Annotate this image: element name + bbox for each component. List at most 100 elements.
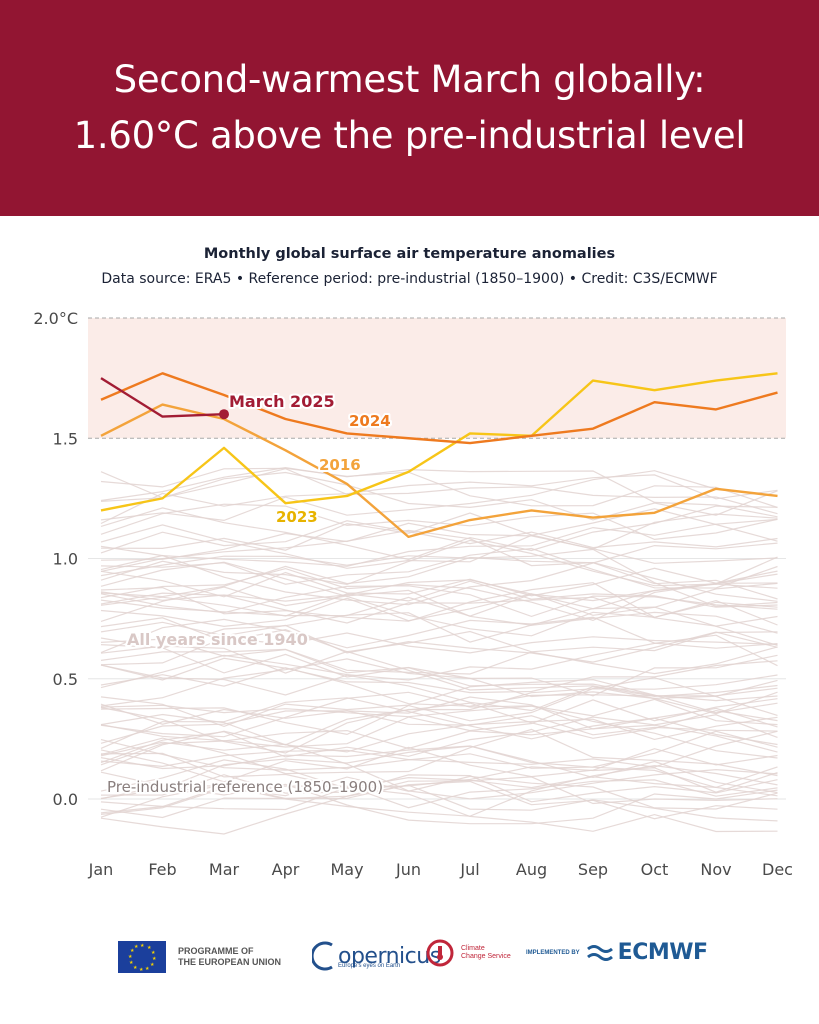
background-year-line (100, 632, 778, 666)
march-2025-point (219, 409, 229, 420)
background-year-line (100, 745, 778, 799)
label-2023: 2023 (276, 508, 318, 526)
background-year-line (100, 468, 778, 515)
background-year-line (100, 730, 778, 771)
x-tick-label: May (330, 860, 363, 879)
eu-logo: ★ ★ ★ ★ ★ ★ ★ ★ ★ ★ ★ ★ PROGRAMME OF THE EUROPEA… (118, 941, 281, 973)
background-year-line (100, 508, 778, 569)
background-year-line (100, 617, 778, 653)
copernicus-c-icon (312, 941, 333, 971)
ecmwf-wave-icon (586, 944, 613, 961)
x-tick-label: Jan (88, 860, 114, 879)
label-all-years: All years since 1940 (127, 630, 308, 649)
eu-flag-icon: ★ ★ ★ ★ ★ ★ ★ ★ ★ ★ ★ ★ (118, 941, 166, 973)
background-year-line (100, 586, 778, 634)
background-year-line (100, 582, 778, 628)
x-tick-label: Jul (459, 860, 479, 879)
background-year-line (100, 764, 778, 817)
x-tick-label: Nov (700, 860, 731, 879)
threshold-band (88, 318, 786, 439)
x-tick-label: Mar (209, 860, 240, 879)
background-year-line (100, 471, 778, 521)
background-year-line (100, 644, 778, 702)
logo-bar: ★ ★ ★ ★ ★ ★ ★ ★ ★ ★ ★ ★ PROGRAMME OF THE EUROPEA… (0, 930, 819, 990)
background-year-line (100, 664, 778, 715)
x-tick-label: Sep (578, 860, 608, 879)
background-year-line (100, 529, 778, 602)
temperature-anomaly-chart: 2.0°C 1.5 1.0 0.5 0.0 Jan Feb Mar Apr May Jun Jul Au… (33, 309, 793, 879)
series-line-2023 (100, 372, 778, 512)
background-year-line (100, 539, 778, 587)
background-year-line (100, 775, 778, 815)
background-year-line (100, 466, 778, 518)
background-year-line (100, 512, 778, 551)
ecmwf-wordmark: ECMWF (617, 940, 708, 965)
headline-line-2: 1.60°C above the pre-industrial level (73, 114, 746, 157)
background-year-line (100, 592, 778, 627)
y-tick-label: 0.0 (53, 790, 78, 809)
series-line-2016 (100, 403, 778, 539)
background-year-line (100, 759, 778, 793)
label-2016: 2016 (319, 456, 361, 474)
background-year-line (100, 710, 778, 744)
y-tick-label: 1.5 (53, 429, 78, 448)
chart-subtitle: Data source: ERA5 • Reference period: pr… (101, 271, 718, 287)
c3s-logo: Climate Change Service (425, 938, 511, 968)
background-year-line (100, 548, 778, 608)
x-tick-label: Dec (762, 860, 793, 879)
background-year-line (100, 518, 778, 567)
background-year-line (100, 752, 778, 797)
background-year-line (100, 776, 778, 819)
background-year-line (100, 467, 778, 509)
background-year-line (100, 567, 778, 598)
background-year-line (100, 645, 778, 698)
label-march-2025: March 2025 (229, 392, 335, 411)
implemented-by-text: IMPLEMENTED BY (526, 949, 580, 956)
background-year-line (100, 784, 778, 835)
background-year-line (100, 580, 778, 617)
background-year-line (100, 677, 778, 736)
ecmwf-logo: IMPLEMENTED BY ECMWF (526, 940, 708, 965)
background-year-line (100, 728, 778, 777)
label-pre-industrial-reference: Pre-industrial reference (1850–1900) (107, 778, 383, 796)
c3s-thermometer-icon (426, 939, 454, 967)
x-tick-label: Feb (148, 860, 176, 879)
x-tick-label: Apr (272, 860, 300, 879)
eu-programme-text: PROGRAMME OF THE EUROPEAN UNION (178, 946, 282, 967)
series-line-2024 (100, 372, 778, 445)
background-year-line (100, 741, 778, 800)
background-year-line (100, 730, 778, 768)
background-year-line (100, 520, 778, 554)
background-year-line (100, 547, 778, 589)
y-tick-label: 0.5 (53, 670, 78, 689)
background-year-line (100, 716, 778, 772)
background-year-line (100, 658, 778, 707)
chart-title: Monthly global surface air temperature a… (203, 246, 616, 262)
background-year-line (100, 724, 778, 766)
background-year-line (100, 542, 778, 606)
background-year-line (100, 779, 778, 814)
background-year-line (100, 691, 778, 738)
headline-line-1: Second-warmest March globally: (113, 58, 706, 101)
background-year-line (100, 556, 778, 600)
x-tick-label: Jun (395, 860, 421, 879)
background-year-line (100, 646, 778, 675)
y-tick-label: 1.0 (53, 550, 78, 569)
background-year-line (100, 697, 778, 749)
x-tick-label: Aug (516, 860, 547, 879)
copernicus-wordmark: opernicus (338, 943, 441, 969)
headline-banner: Second-warmest March globally: 1.60°C ab… (0, 0, 819, 216)
x-tick-label: Oct (641, 860, 669, 879)
copernicus-logo: opernicus Europe's eyes on Earth (312, 936, 441, 976)
background-year-line (100, 657, 778, 694)
background-year-line (100, 786, 778, 833)
background-year-line (100, 674, 778, 754)
background-year-line (100, 470, 778, 522)
background-year-line (100, 616, 778, 654)
background-year-line (100, 621, 778, 663)
background-year-line (100, 698, 778, 748)
background-year-line (100, 579, 778, 602)
series-line-march-2025 (100, 377, 225, 418)
y-tick-label: 2.0°C (33, 309, 78, 328)
c3s-text: Climate Change Service (461, 945, 511, 960)
